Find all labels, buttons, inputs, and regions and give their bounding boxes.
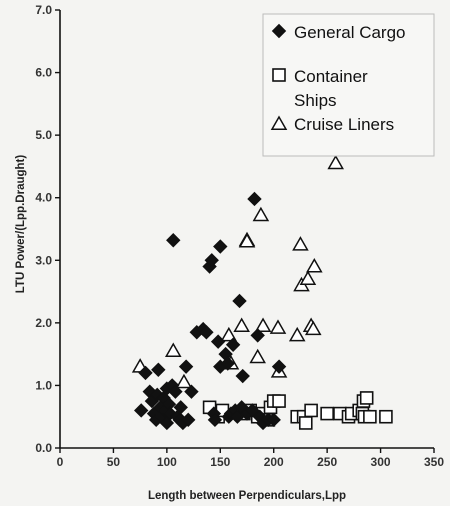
legend-marker-cruise-liners (270, 115, 288, 130)
point-general-cargo (151, 362, 166, 377)
y-tick-label: 4.0 (35, 191, 52, 205)
legend-label-general-cargo: General Cargo (294, 23, 406, 42)
point-cruise-liners (288, 326, 306, 342)
point-general-cargo (266, 412, 281, 428)
legend-label-cruise-liners: Cruise Liners (294, 115, 394, 134)
point-general-cargo (138, 365, 153, 381)
point-container-ships (363, 409, 377, 424)
point-cruise-liners (254, 317, 272, 332)
legend-label-line: General Cargo (294, 23, 406, 42)
point-general-cargo (220, 356, 235, 371)
x-tick-label: 300 (371, 455, 391, 469)
legend-marker-general-cargo (271, 23, 287, 39)
legend-label-container-ships: Container Ships (294, 67, 368, 110)
point-general-cargo (204, 253, 219, 268)
legend-label-line: Ships (294, 91, 337, 110)
point-general-cargo (225, 337, 241, 352)
point-cruise-liners (249, 348, 266, 364)
y-tick-label: 2.0 (35, 316, 52, 330)
y-tick-label: 3.0 (35, 253, 52, 267)
x-tick-label: 0 (57, 455, 64, 469)
x-tick-label: 250 (317, 455, 337, 469)
point-general-cargo (250, 328, 265, 343)
point-container-ships (272, 394, 286, 408)
point-general-cargo (199, 325, 214, 340)
point-cruise-liners (175, 373, 193, 389)
point-cruise-liners (252, 206, 270, 222)
point-cruise-liners (238, 233, 256, 248)
y-tick-label: 5.0 (35, 128, 52, 142)
point-container-ships (359, 391, 374, 405)
plot-area: 0.0 1.0 2.0 3.0 4.0 5.0 6.0 7.0 0 50 100 150 200 250 3… (35, 3, 444, 469)
y-tick-label: 6.0 (35, 66, 52, 80)
x-axis-title: Length between Perpendiculars,Lpp (148, 490, 346, 502)
point-general-cargo (245, 403, 260, 418)
legend-label-line: Container (294, 67, 368, 86)
point-general-cargo (181, 412, 196, 428)
point-cruise-liners (327, 154, 344, 170)
point-container-ships (304, 403, 318, 418)
x-tick-label: 350 (424, 455, 444, 469)
x-tick-label: 150 (210, 455, 230, 469)
point-container-ships (379, 409, 393, 424)
point-cruise-liners (306, 258, 323, 273)
y-tick-label: 7.0 (35, 3, 52, 17)
x-tick-label: 200 (264, 455, 284, 469)
point-general-cargo (213, 239, 228, 254)
series-general-cargo (134, 191, 287, 431)
point-cruise-liners (233, 317, 250, 332)
point-cruise-liners (292, 236, 309, 251)
legend-label-line: Cruise Liners (294, 115, 394, 134)
point-cruise-liners (299, 270, 317, 286)
point-container-ships (320, 406, 334, 421)
y-tick-label: 0.0 (35, 441, 52, 455)
legend: General Cargo Container Ships Cruise Liners (262, 13, 435, 157)
point-general-cargo (232, 293, 247, 309)
y-axis-title: LTU Power/(Lpp.Draught) (15, 155, 27, 294)
point-general-cargo (134, 403, 149, 418)
x-tick-label: 50 (107, 455, 121, 469)
point-cruise-liners (220, 326, 238, 342)
point-general-cargo (166, 233, 181, 248)
point-general-cargo (235, 368, 250, 384)
point-general-cargo (184, 384, 199, 399)
legend-box (262, 13, 435, 157)
point-cruise-liners (269, 319, 287, 334)
point-cruise-liners (164, 342, 182, 358)
y-tick-label: 1.0 (35, 378, 52, 392)
point-general-cargo (178, 359, 194, 374)
point-container-ships (298, 416, 313, 430)
point-general-cargo (210, 334, 226, 349)
point-general-cargo (207, 412, 223, 428)
legend-marker-container-ships (272, 68, 286, 82)
point-general-cargo (271, 359, 287, 374)
point-cruise-liners (304, 320, 322, 336)
point-general-cargo (247, 191, 262, 207)
point-general-cargo (168, 384, 183, 399)
point-general-cargo (173, 400, 188, 415)
x-tick-label: 100 (157, 455, 177, 469)
